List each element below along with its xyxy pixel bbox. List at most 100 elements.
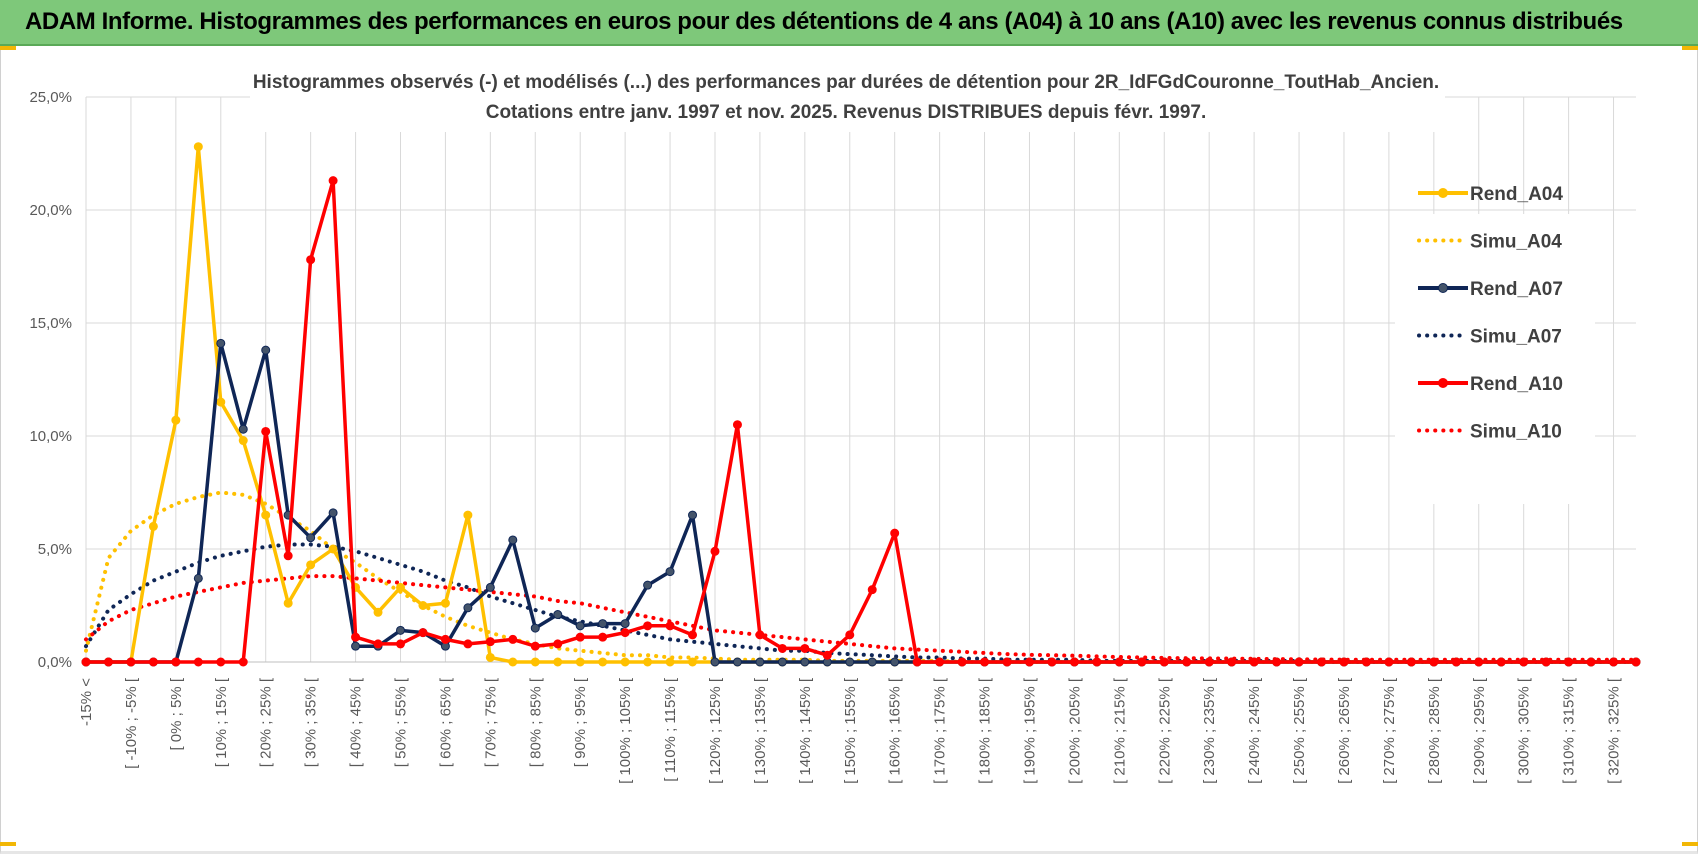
x-tick-label: [ 0% ; 5% [ (168, 677, 185, 750)
data-point (732, 420, 742, 430)
data-point (822, 650, 832, 660)
data-point (598, 619, 608, 629)
data-point (373, 607, 383, 617)
frame-corner-marker (0, 842, 16, 846)
y-tick-label: 15,0% (29, 315, 72, 332)
data-point (665, 567, 675, 577)
x-tick-label: [ 270% ; 275% [ (1381, 677, 1398, 784)
legend: Rend_A04 Simu_A04 Rend_A07 Simu_A07 Rend_A10… (1417, 184, 1563, 443)
data-point (1227, 657, 1237, 667)
data-point (418, 601, 428, 610)
legend-entry-rend-a04: Rend_A04 (1418, 184, 1563, 205)
data-point (1564, 657, 1574, 667)
legend-background (1395, 214, 1595, 504)
data-point (643, 621, 653, 631)
data-point (148, 521, 158, 531)
data-point (193, 657, 203, 667)
x-tick-label: [ 120% ; 125% [ (707, 677, 724, 784)
data-point (351, 641, 361, 651)
data-point (283, 598, 293, 608)
legend-entry-rend-a10: Rend_A10 (1418, 374, 1563, 395)
data-point (193, 142, 203, 152)
data-point (1047, 657, 1057, 667)
series-line (84, 490, 1638, 664)
x-tick-label: [ -10% ; -5% [ (123, 677, 140, 769)
data-point (1384, 657, 1394, 667)
data-point (912, 657, 922, 667)
x-tick-label: [ 250% ; 255% [ (1291, 677, 1308, 784)
data-point (1339, 657, 1349, 667)
legend-label: Simu_A04 (1470, 232, 1562, 253)
data-point (440, 634, 450, 644)
data-point (575, 632, 585, 642)
data-point (508, 535, 518, 545)
y-tick-label: 10,0% (29, 428, 72, 445)
data-point (845, 657, 855, 667)
x-tick-label: [ 80% ; 85% [ (527, 677, 544, 767)
x-tick-label: [ 260% ; 265% [ (1336, 677, 1353, 784)
data-point (935, 657, 945, 667)
data-point (373, 639, 383, 649)
frame-corner-marker (1682, 842, 1698, 846)
data-point (306, 560, 316, 570)
data-point (665, 657, 675, 667)
data-point (283, 551, 293, 561)
legend-entry-simu-a04: Simu_A04 (1417, 232, 1562, 253)
x-tick-label: [ 110% ; 115% [ (662, 677, 679, 782)
x-tick-label: -15% < (78, 678, 95, 726)
data-point (328, 176, 338, 186)
data-point (890, 528, 900, 538)
legend-marker (1438, 188, 1448, 198)
x-tick-label: [ 140% ; 145% [ (797, 677, 814, 784)
data-point (598, 657, 608, 667)
data-point (777, 643, 787, 653)
y-tick-label: 20,0% (29, 202, 72, 219)
data-point (1609, 657, 1619, 667)
data-point (148, 657, 158, 667)
data-point (1272, 657, 1282, 667)
y-tick-label: 0,0% (38, 654, 72, 671)
y-tick-label: 25,0% (29, 89, 72, 106)
chart-title: Histogrammes observés (-) et modélisés (… (253, 72, 1439, 93)
data-point (418, 628, 428, 638)
data-point (463, 639, 473, 649)
x-tick-label: [ 170% ; 175% [ (932, 677, 949, 784)
data-point (1069, 657, 1079, 667)
data-point (530, 657, 540, 667)
data-point (216, 657, 226, 667)
data-point (553, 639, 563, 649)
data-point (890, 657, 900, 667)
series-line (84, 542, 1638, 664)
x-tick-label: [ 40% ; 45% [ (348, 677, 365, 767)
series-simu-a04 (84, 490, 1638, 664)
y-axis-ticks: 0,0% 5,0% 10,0% 15,0% 20,0% 25,0% (29, 89, 72, 671)
series-line (86, 178, 1636, 664)
data-point (1451, 657, 1461, 667)
x-tick-label: [ 30% ; 35% [ (303, 677, 320, 767)
data-point (688, 630, 698, 640)
x-tick-label: [ 320% ; 325% [ (1606, 677, 1623, 784)
legend-label: Simu_A10 (1470, 422, 1562, 443)
data-point (328, 544, 338, 554)
data-point (1204, 657, 1214, 667)
header-banner: ADAM Informe. Histogrammes des performan… (0, 0, 1698, 46)
data-point (530, 623, 540, 633)
data-point (81, 657, 91, 667)
data-point (732, 657, 742, 667)
data-point (238, 424, 248, 434)
data-point (1092, 657, 1102, 667)
data-point (980, 657, 990, 667)
x-tick-label: [ 20% ; 25% [ (258, 677, 275, 767)
data-point (688, 510, 698, 520)
data-point (395, 582, 405, 592)
x-tick-label: [ 150% ; 155% [ (842, 677, 859, 784)
series-simu-a07 (84, 542, 1638, 664)
data-point (1294, 657, 1304, 667)
data-point (126, 657, 136, 667)
frame-corner-marker (1682, 46, 1698, 50)
x-tick-label: [ 60% ; 65% [ (437, 677, 454, 767)
page-title: ADAM Informe. Histogrammes des performan… (25, 8, 1623, 35)
data-point (1024, 657, 1034, 667)
data-point (485, 652, 495, 662)
data-point (1406, 657, 1416, 667)
